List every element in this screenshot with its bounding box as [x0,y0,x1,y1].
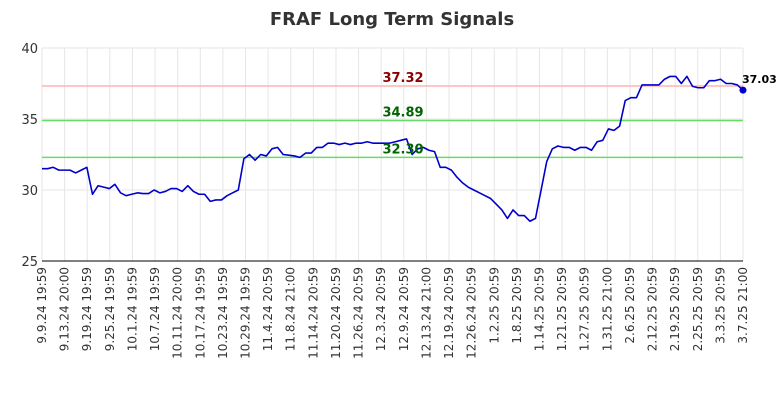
x-tick-label-30: 3.3.25 20:59 [713,267,727,344]
x-tick-label-31: 3.7.25 21:00 [736,267,750,344]
x-tick-label-14: 11.26.24 20:59 [352,267,366,359]
x-tick-label-16: 12.9.24 20:59 [397,267,411,351]
x-tick-label-28: 2.19.25 20:59 [668,267,682,351]
last-value-label: 37.03 [742,73,777,86]
x-tick-label-18: 12.19.24 20:59 [442,267,456,359]
x-tick-label-9: 10.29.24 19:59 [239,267,253,359]
x-tick-label-25: 1.31.25 21:00 [600,267,614,351]
y-tick-label-0: 25 [21,255,38,270]
x-tick-label-21: 1.8.25 20:59 [510,267,524,344]
x-tick-label-12: 11.14.24 20:59 [306,267,320,359]
last-point-marker [739,86,747,94]
x-tick-label-26: 2.6.25 20:59 [623,267,637,344]
x-tick-label-0: 9.9.24 19:59 [35,267,49,344]
x-tick-label-27: 2.12.25 20:59 [646,267,660,351]
reference-lines [42,85,743,159]
y-tick-label-3: 40 [21,42,38,57]
x-tick-label-3: 9.25.24 19:59 [103,267,117,351]
reference-line-label-1: 34.89 [382,106,423,121]
x-tick-label-29: 2.25.25 20:59 [691,267,705,351]
chart-title: FRAF Long Term Signals [270,9,514,30]
x-tick-labels: 9.9.24 19:59 9.13.24 20:00 9.19.24 19:59 9.… [35,267,750,359]
x-tick-label-7: 10.17.24 19:59 [193,267,207,359]
y-tick-label-1: 30 [21,184,38,199]
reference-line-label-0: 37.32 [382,71,423,86]
x-tick-label-11: 11.8.24 21:00 [284,267,298,351]
y-tick-label-2: 35 [21,113,38,128]
x-tick-label-24: 1.27.25 20:59 [578,267,592,351]
x-tick-label-1: 9.13.24 20:00 [58,267,72,351]
series-layer [42,75,747,223]
x-tick-label-4: 10.1.24 19:59 [125,267,139,351]
x-tick-label-8: 10.23.24 19:59 [216,267,230,359]
x-tick-label-17: 12.13.24 21:00 [419,267,433,359]
x-tick-label-13: 11.20.24 20:59 [329,267,343,359]
x-tick-label-22: 1.14.25 20:59 [532,267,546,351]
x-tick-label-23: 1.21.25 20:59 [555,267,569,351]
annotations: 37.32 34.89 32.30 37.03 [382,71,776,157]
reference-line-label-2: 32.30 [382,142,423,157]
x-tick-label-6: 10.11.24 20:00 [171,267,185,359]
x-tick-label-5: 10.7.24 19:59 [148,267,162,351]
x-tick-label-15: 12.3.24 20:59 [374,267,388,351]
y-tick-labels: 25 30 35 40 [21,42,38,270]
price-line [42,75,744,223]
x-tick-label-20: 1.2.25 20:59 [487,267,501,344]
x-tick-label-10: 11.4.24 20:59 [261,267,275,351]
x-tick-label-19: 12.26.24 20:59 [465,267,479,359]
x-tick-label-2: 9.19.24 19:59 [80,267,94,351]
grid [41,47,744,262]
